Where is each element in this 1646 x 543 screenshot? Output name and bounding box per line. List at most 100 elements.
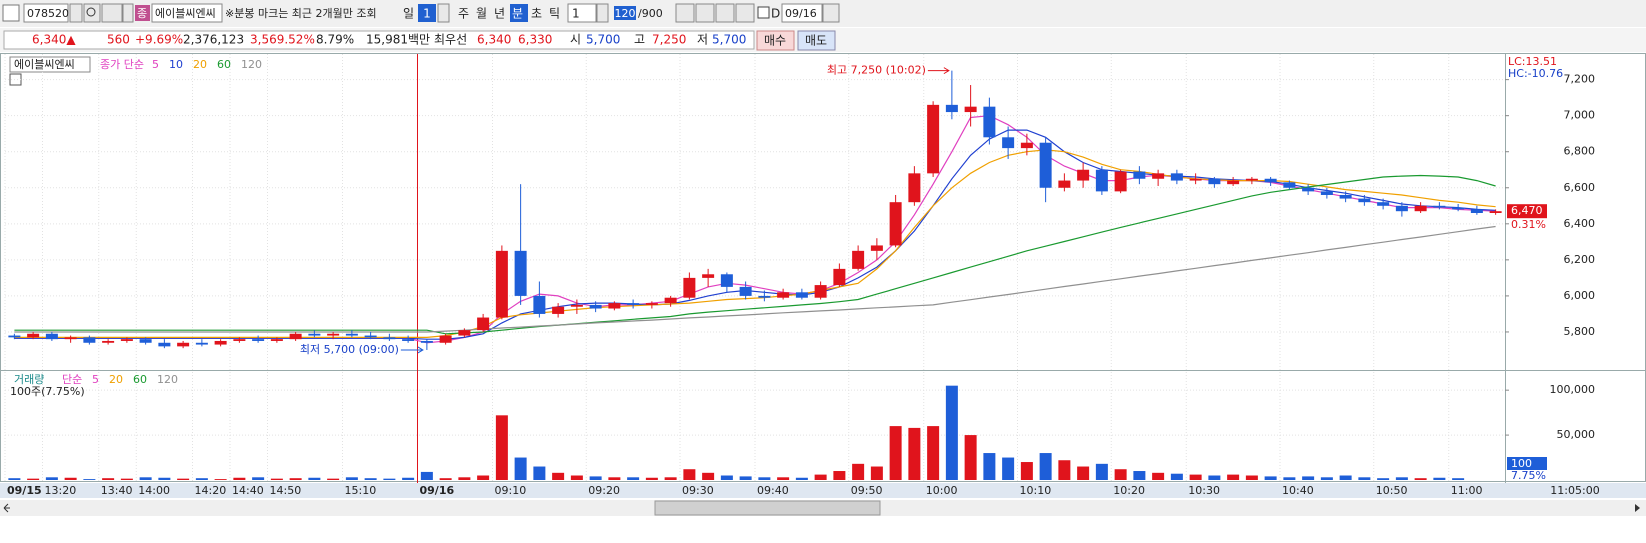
candle-body — [1170, 173, 1183, 181]
x-tick-label: 14:50 — [270, 484, 302, 497]
candle-body — [514, 250, 527, 296]
name-box — [151, 3, 223, 23]
sell-button[interactable] — [797, 30, 836, 51]
axis-end-time: 11:05:00 — [1550, 484, 1599, 497]
volume: 2,376,123 — [183, 33, 244, 47]
candle-body — [627, 303, 640, 305]
minute-selected[interactable] — [510, 4, 528, 22]
volume-bar — [233, 477, 246, 480]
unit-box[interactable] — [567, 3, 597, 23]
x-tick-label: 09:40 — [757, 484, 789, 497]
volume-bar — [364, 478, 377, 480]
volume-bar — [139, 477, 152, 480]
volume-rate: 3,569.52% — [250, 33, 315, 47]
period-tick[interactable]: 틱 — [549, 7, 560, 21]
volume-bar — [8, 478, 21, 480]
candle-body — [814, 285, 827, 298]
x-tick-label: 14:20 — [195, 484, 227, 497]
volume-bar — [983, 453, 996, 480]
period-week[interactable]: 주 — [458, 7, 469, 21]
search-button[interactable] — [83, 3, 101, 23]
x-tick-label: 09/16 — [420, 484, 455, 497]
candle-body — [383, 337, 396, 340]
calendar-button[interactable] — [822, 3, 840, 23]
dropdown[interactable] — [596, 3, 609, 23]
candle-body — [889, 202, 902, 246]
volume-bar — [1339, 475, 1352, 480]
period-count: 1 — [423, 7, 431, 21]
volume-bar — [1114, 469, 1127, 480]
legend-entry: 5 — [152, 58, 159, 71]
candle-body — [795, 292, 808, 298]
code-input[interactable] — [23, 3, 69, 23]
y-tick-label: 5,800 — [1564, 325, 1596, 338]
moving-average-line — [14, 174, 1496, 335]
candle-body — [589, 304, 602, 309]
scroll-right[interactable] — [1635, 504, 1640, 512]
date-box[interactable] — [781, 3, 823, 23]
volume-bar — [102, 478, 115, 480]
dropdown[interactable] — [122, 3, 134, 23]
y-tick-label: 7,000 — [1564, 109, 1596, 122]
tool-button[interactable] — [695, 3, 715, 23]
tool-button[interactable] — [715, 3, 735, 23]
volume-tag — [1507, 457, 1547, 470]
x-tick-label: 09:50 — [851, 484, 883, 497]
note: ※분봉 마크는 최근 2개월만 조회 — [225, 7, 377, 20]
price: 6,340▲ — [32, 33, 76, 47]
volume-bar — [589, 476, 602, 480]
volume-bar — [83, 479, 96, 480]
dropdown[interactable] — [437, 3, 450, 23]
volume-bar — [795, 477, 808, 480]
volume-bar — [1395, 477, 1408, 480]
legend-prefix: 단순 — [62, 373, 82, 386]
scroll-thumb[interactable] — [654, 500, 881, 516]
period-month[interactable]: 월 — [476, 7, 487, 21]
candle-body — [45, 333, 58, 340]
candle-body — [1095, 169, 1108, 192]
settings-button[interactable] — [735, 3, 755, 23]
volume-bar — [289, 478, 302, 480]
candle-body — [1002, 137, 1015, 149]
dropdown[interactable] — [69, 3, 83, 23]
candle-body — [927, 104, 940, 174]
period-year[interactable]: 년 — [494, 7, 505, 21]
volume-bar — [945, 385, 958, 480]
candle-body — [402, 339, 415, 341]
menu-icon[interactable] — [2, 4, 20, 22]
current-change: 0.31% — [1511, 218, 1546, 231]
candle-body — [645, 303, 658, 305]
candle-body — [945, 104, 958, 113]
candle-body — [477, 317, 490, 331]
y-tick-label: 50,000 — [1557, 428, 1596, 441]
candle-body — [177, 342, 190, 347]
candle-body — [364, 335, 377, 338]
buy-button[interactable] — [756, 30, 795, 51]
volume-bar — [683, 469, 696, 480]
period-count-box[interactable] — [418, 4, 436, 22]
volume-bar — [327, 478, 340, 480]
legend-entry: 10 — [169, 58, 183, 71]
volume-tag-rate: 7.75% — [1511, 469, 1546, 482]
volume-bar — [702, 472, 715, 480]
period[interactable]: 일 — [403, 7, 414, 21]
candle-body — [64, 337, 77, 340]
moving-average-line — [14, 149, 1496, 338]
scroll-left[interactable] — [3, 503, 10, 513]
volume-bar — [195, 478, 208, 480]
sound-button[interactable] — [101, 3, 123, 23]
candle-body — [1433, 205, 1446, 208]
high-arrow — [927, 67, 950, 75]
candle-body — [1452, 207, 1465, 210]
count-box[interactable] — [614, 6, 636, 20]
volume-bar — [45, 477, 58, 480]
volume-bar — [552, 472, 565, 480]
period-second[interactable]: 초 — [531, 7, 542, 21]
candle-body — [289, 333, 302, 340]
volume-bar — [270, 478, 283, 480]
checkbox[interactable] — [757, 6, 770, 19]
tool-button[interactable] — [675, 3, 695, 23]
candle-body — [233, 339, 246, 341]
candle-body — [533, 295, 546, 314]
